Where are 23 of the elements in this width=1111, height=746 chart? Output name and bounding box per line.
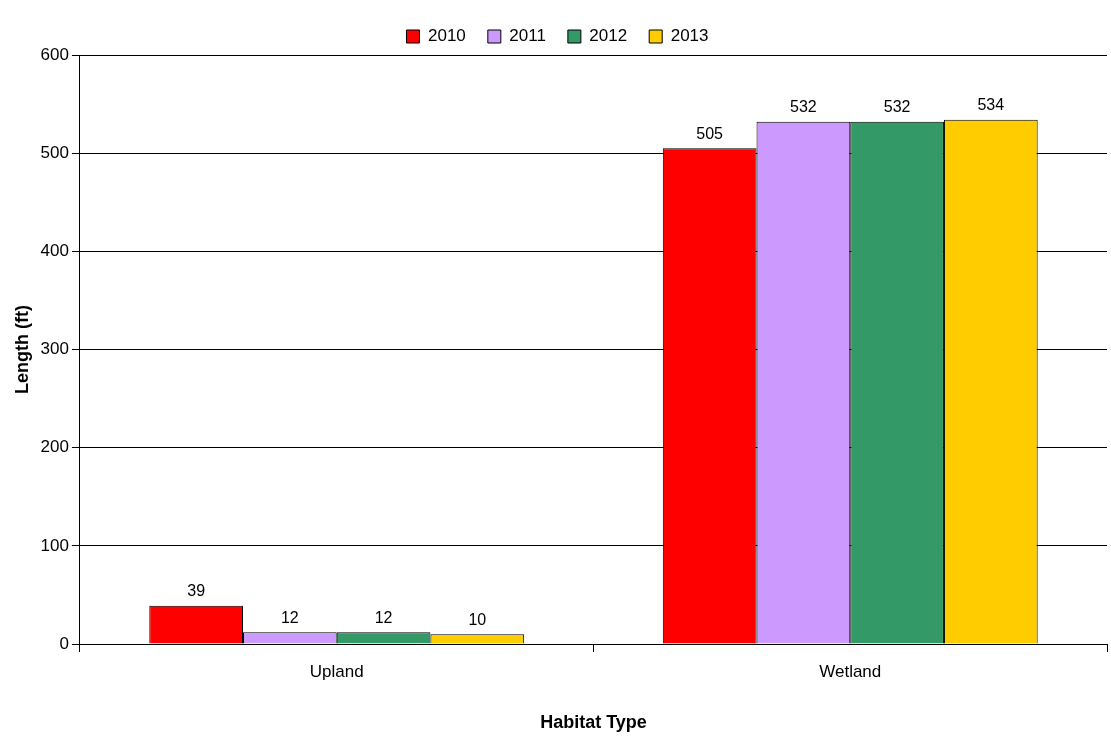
data-label: 532 — [790, 98, 817, 116]
y-tick-label: 100 — [40, 535, 69, 555]
y-tick-label: 300 — [40, 339, 69, 359]
legend-label: 2013 — [670, 26, 709, 46]
x-axis-title: Habitat Type — [540, 712, 647, 733]
y-axis-title: Length (ft) — [11, 305, 32, 394]
legend-label: 2012 — [589, 26, 628, 46]
y-tick-label: 500 — [40, 142, 69, 162]
x-tick-label: Wetland — [819, 661, 882, 681]
data-label: 532 — [883, 98, 911, 116]
data-label: 39 — [187, 582, 206, 600]
data-label: 10 — [468, 610, 487, 628]
data-label: 12 — [374, 608, 393, 626]
y-tick-label: 0 — [59, 633, 69, 653]
data-label: 534 — [977, 96, 1005, 114]
x-tick-label: Upland — [309, 661, 364, 681]
legend-label: 2011 — [509, 26, 546, 46]
data-label: 505 — [696, 124, 724, 142]
y-tick-label: 400 — [40, 241, 69, 261]
y-tick-label: 200 — [40, 437, 69, 457]
legend-label: 2010 — [427, 26, 466, 46]
y-tick-label: 600 — [40, 44, 69, 64]
data-label: 12 — [280, 608, 299, 626]
